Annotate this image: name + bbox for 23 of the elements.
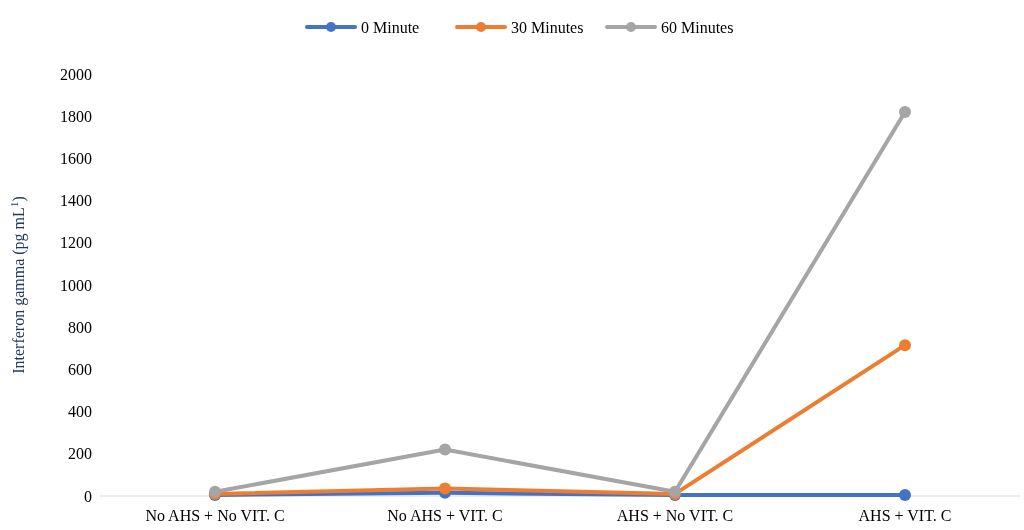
y-tick-label: 1000 [60,276,92,294]
x-tick-label: AHS + VIT. C [858,507,952,524]
legend-label: 30 Minutes [511,18,584,36]
y-tick-label: 1800 [60,107,92,125]
point [899,488,911,501]
y-tick-label: 800 [68,318,92,336]
y-tick-label: 200 [68,445,92,463]
point [899,105,911,118]
x-tick-label: AHS + No VIT. C [616,507,734,524]
point [899,339,911,352]
x-tick-label: No AHS + VIT. C [387,507,503,524]
point [439,443,451,456]
y-tick-label: 400 [68,403,92,421]
x-tick-label: No AHS + No VIT. C [145,507,285,524]
y-tick-label: 600 [68,361,92,378]
point [439,482,451,495]
y-tick-label: 1600 [60,150,92,167]
y-tick-label: 2000 [60,65,92,83]
legend-label: 0 Minute [361,18,420,36]
y-tick-label: 1400 [60,192,92,210]
y-tick-label: 1200 [60,234,92,252]
legend-label: 60 Minutes [661,18,734,36]
y-tick-label: 0 [84,487,92,505]
